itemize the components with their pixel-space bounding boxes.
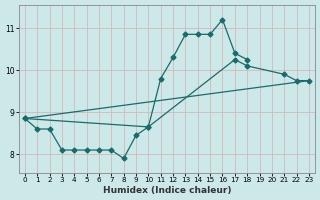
X-axis label: Humidex (Indice chaleur): Humidex (Indice chaleur) — [103, 186, 231, 195]
